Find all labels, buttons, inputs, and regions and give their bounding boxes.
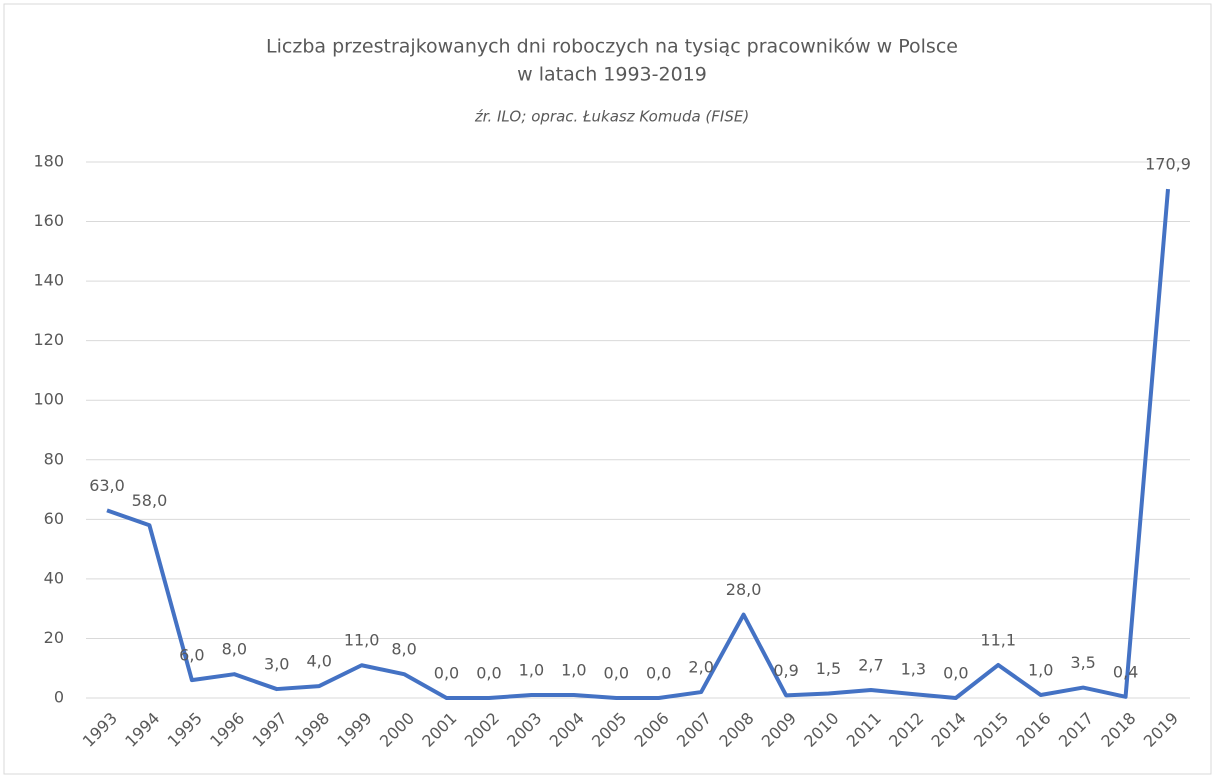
y-tick-label: 140 xyxy=(33,271,64,290)
y-tick-label: 60 xyxy=(44,509,64,528)
data-label: 8,0 xyxy=(391,640,416,659)
data-label: 1,5 xyxy=(816,659,841,678)
data-label: 63,0 xyxy=(89,476,125,495)
data-label: 0,0 xyxy=(604,664,629,683)
y-tick-label: 160 xyxy=(33,211,64,230)
data-label: 8,0 xyxy=(222,640,247,659)
data-label: 0,0 xyxy=(434,664,459,683)
chart-border xyxy=(3,3,1212,775)
data-label: 0,4 xyxy=(1113,662,1138,681)
y-tick-label: 0 xyxy=(54,688,64,707)
y-tick-label: 120 xyxy=(33,330,64,349)
data-label: 28,0 xyxy=(726,580,762,599)
data-label: 170,9 xyxy=(1145,155,1191,174)
data-label: 1,3 xyxy=(901,660,926,679)
data-label: 11,0 xyxy=(344,631,380,650)
data-label: 4,0 xyxy=(306,652,331,671)
data-line xyxy=(106,188,1170,700)
y-tick-label: 80 xyxy=(44,449,64,468)
data-label: 58,0 xyxy=(132,491,168,510)
data-label: 2,0 xyxy=(688,658,713,677)
chart-subtitle: źr. ILO; oprac. Łukasz Komuda (FISE) xyxy=(474,108,749,126)
chart-title: Liczba przestrajkowanych dni roboczych n… xyxy=(266,36,958,58)
data-label: 1,0 xyxy=(1028,661,1053,680)
chart-title: w latach 1993-2019 xyxy=(517,64,707,86)
data-label: 1,0 xyxy=(561,661,586,680)
data-label: 3,0 xyxy=(264,655,289,674)
y-tick-label: 100 xyxy=(33,390,64,409)
y-tick-label: 180 xyxy=(33,152,64,171)
data-label: 0,0 xyxy=(476,664,501,683)
data-label: 0,0 xyxy=(646,664,671,683)
data-label: 3,5 xyxy=(1070,653,1095,672)
y-tick-label: 20 xyxy=(44,628,64,647)
data-label: 6,0 xyxy=(179,646,204,665)
data-label: 0,9 xyxy=(773,661,798,680)
y-tick-label: 40 xyxy=(44,568,64,587)
data-label: 0,0 xyxy=(943,664,968,683)
data-label: 11,1 xyxy=(980,630,1016,649)
data-label: 1,0 xyxy=(519,661,544,680)
data-label: 2,7 xyxy=(858,655,883,674)
